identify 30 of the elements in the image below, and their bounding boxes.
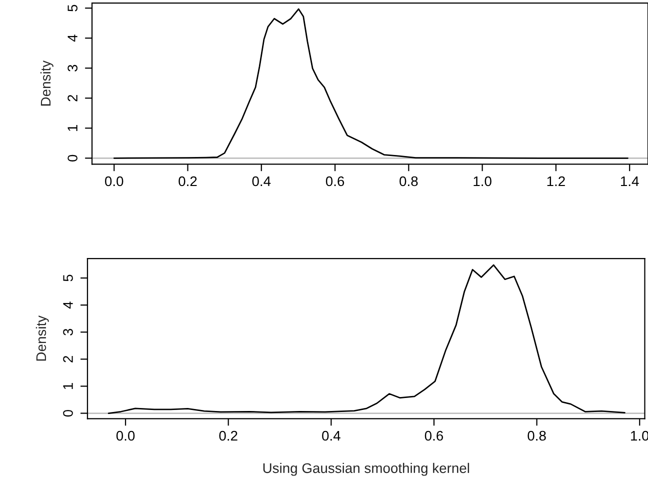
x-tick-label: 0.2 xyxy=(178,176,197,186)
x-tick-label: 0.0 xyxy=(105,176,124,186)
x-tick-label: 0.6 xyxy=(424,430,444,441)
y-tick-label: 0 xyxy=(63,410,73,417)
y-tick-label: 1 xyxy=(68,124,78,131)
y-tick-label: 4 xyxy=(63,302,73,309)
x-tick-label: 0.8 xyxy=(400,176,418,186)
x-tick-label: 0.2 xyxy=(219,430,238,441)
y-tick-label: 2 xyxy=(63,356,73,362)
y-axis-title: Density xyxy=(36,315,49,361)
x-axis-title: Using Gaussian smoothing kernel xyxy=(263,462,470,476)
x-tick-label: 1.4 xyxy=(620,176,639,186)
y-axis-title: Density xyxy=(40,60,54,106)
x-tick-label: 1.2 xyxy=(547,176,565,186)
x-tick-label: 0.8 xyxy=(528,430,546,441)
x-tick-label: 0.4 xyxy=(252,176,271,186)
x-tick-label: 0.4 xyxy=(322,430,340,441)
y-tick-label: 4 xyxy=(68,34,78,42)
x-tick-label: 1.0 xyxy=(474,176,492,186)
y-tick-label: 5 xyxy=(68,4,78,12)
y-tick-label: 3 xyxy=(63,328,73,336)
y-tick-label: 0 xyxy=(68,154,78,162)
y-tick-label: 5 xyxy=(63,274,73,282)
y-tick-label: 3 xyxy=(68,64,78,72)
line-series xyxy=(113,8,628,159)
y-tick-label: 2 xyxy=(68,94,78,102)
y-tick-label: 1 xyxy=(63,383,73,390)
x-tick-label: 0.6 xyxy=(326,176,344,186)
line-series xyxy=(108,264,626,414)
x-tick-label: 0.0 xyxy=(116,430,135,441)
